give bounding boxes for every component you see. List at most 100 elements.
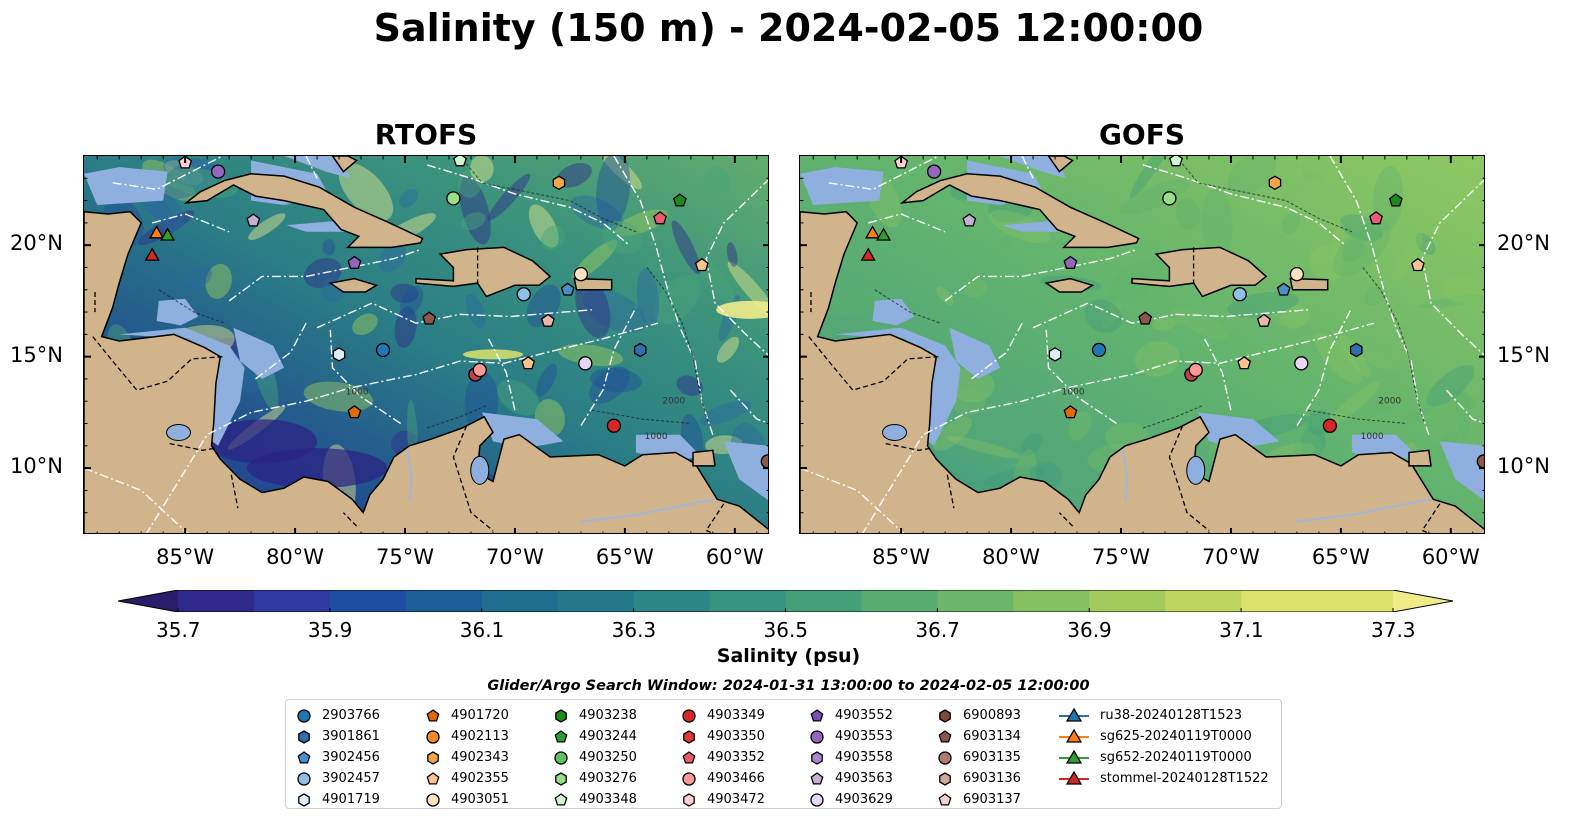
legend-marker-icon[interactable]: [298, 729, 310, 744]
marker-6900893[interactable]: [1476, 454, 1485, 469]
legend-marker-icon[interactable]: [298, 792, 310, 807]
marker-4902343[interactable]: [552, 175, 566, 191]
marker-4903244[interactable]: [875, 227, 892, 241]
legend-label: 2903766: [322, 708, 380, 723]
legend-column: 6900893 6903134 6903135 6903136 6903137: [937, 705, 1021, 810]
legend-marker-icon[interactable]: [810, 792, 824, 807]
marker-3902456[interactable]: [1276, 282, 1291, 296]
marker-4903276[interactable]: [1169, 156, 1183, 167]
legend-marker-icon[interactable]: [297, 771, 311, 786]
legend-marker-icon[interactable]: [1065, 770, 1083, 785]
legend-marker-icon[interactable]: [938, 750, 952, 765]
marker-4903276[interactable]: [453, 156, 467, 167]
colorbar-tick-label: 35.7: [156, 618, 201, 642]
legend-marker-icon[interactable]: [682, 771, 696, 786]
legend-marker-icon[interactable]: [426, 771, 440, 785]
legend-marker-icon[interactable]: [1065, 707, 1083, 722]
marker-4903466[interactable]: [1188, 362, 1203, 378]
marker-2903766[interactable]: [375, 342, 391, 358]
marker-6903134[interactable]: [422, 311, 437, 325]
map-panel-rtofs[interactable]: 1000 2000 1000: [83, 155, 769, 534]
legend-marker-icon[interactable]: [810, 729, 824, 744]
marker-4903349[interactable]: [1322, 418, 1338, 433]
marker-3901861[interactable]: [633, 342, 647, 358]
marker-3902457[interactable]: [1232, 287, 1247, 302]
marker-4903051[interactable]: [573, 267, 589, 282]
legend-label: 6903136: [963, 771, 1021, 786]
legend-marker-icon[interactable]: [555, 708, 567, 723]
marker-4901719[interactable]: [1048, 347, 1062, 362]
legend-marker-icon[interactable]: [938, 729, 952, 743]
marker-6903136[interactable]: [1256, 313, 1271, 327]
legend-marker-icon[interactable]: [297, 708, 311, 723]
legend-marker-icon[interactable]: [426, 792, 440, 807]
marker-stommel[interactable]: [144, 247, 160, 261]
marker-4903629[interactable]: [578, 356, 593, 371]
legend-label: sg652-20240119T0000: [1100, 750, 1252, 765]
legend-marker-icon[interactable]: [297, 750, 311, 764]
legend-marker-icon[interactable]: [1065, 749, 1083, 764]
marker-4903558[interactable]: [246, 213, 261, 227]
marker-4903552[interactable]: [1063, 255, 1078, 269]
legend-marker-icon[interactable]: [938, 792, 952, 806]
marker-4902113[interactable]: [148, 225, 165, 239]
marker-6903134[interactable]: [1138, 311, 1153, 325]
legend-label: 4902113: [451, 729, 509, 744]
marker-6903137[interactable]: [1237, 355, 1252, 370]
marker-6900893[interactable]: [760, 454, 769, 469]
legend-marker-icon[interactable]: [426, 708, 440, 722]
legend-marker-icon[interactable]: [682, 708, 696, 723]
legend-marker-icon[interactable]: [810, 708, 824, 722]
legend-marker-icon[interactable]: [939, 708, 951, 723]
marker-3902456[interactable]: [560, 282, 575, 296]
marker-4902343[interactable]: [1268, 175, 1282, 191]
marker-4903552[interactable]: [347, 255, 362, 269]
marker-4903553[interactable]: [926, 164, 942, 179]
map-panel-gofs[interactable]: 1000 2000 1000: [799, 155, 1485, 534]
marker-6903136[interactable]: [540, 313, 555, 327]
marker-4901720[interactable]: [347, 405, 362, 419]
legend-marker-icon[interactable]: [683, 792, 695, 807]
marker-4903051[interactable]: [1289, 267, 1305, 282]
marker-4903250[interactable]: [446, 191, 461, 206]
marker-4903553[interactable]: [210, 164, 226, 179]
marker-4901720[interactable]: [1063, 405, 1078, 419]
legend-marker-icon[interactable]: [682, 750, 696, 764]
marker-4903238[interactable]: [1388, 193, 1403, 207]
marker-4903466[interactable]: [472, 362, 487, 378]
legend-marker-icon[interactable]: [810, 771, 824, 785]
marker-4903349[interactable]: [606, 418, 622, 433]
legend-marker-icon[interactable]: [1065, 728, 1083, 743]
marker-4903352[interactable]: [653, 211, 667, 225]
legend-marker-icon[interactable]: [426, 729, 440, 744]
colorbar-label: Salinity (psu): [716, 645, 861, 667]
legend-marker-icon[interactable]: [811, 750, 823, 765]
marker-stommel[interactable]: [860, 247, 876, 261]
marker-4902113[interactable]: [864, 225, 881, 239]
marker-4903244[interactable]: [159, 227, 176, 241]
marker-4902355[interactable]: [694, 257, 709, 272]
legend-item: stommel-20240128T1522: [1058, 768, 1269, 789]
legend-label: 4903466: [707, 771, 765, 786]
legend-marker-icon[interactable]: [427, 750, 439, 765]
marker-4903558[interactable]: [962, 213, 977, 227]
marker-4903238[interactable]: [672, 193, 687, 207]
marker-4903352[interactable]: [1369, 211, 1383, 225]
legend-marker-icon[interactable]: [555, 771, 567, 786]
marker-4902355[interactable]: [1410, 257, 1425, 272]
marker-6903137[interactable]: [521, 355, 536, 370]
legend-marker-icon[interactable]: [939, 771, 951, 786]
marker-4903250[interactable]: [1162, 191, 1177, 206]
marker-3902457[interactable]: [516, 287, 531, 302]
marker-4901719[interactable]: [332, 347, 346, 362]
legend-marker-icon[interactable]: [554, 792, 568, 806]
legend-marker-icon[interactable]: [554, 750, 568, 765]
marker-3901861[interactable]: [1349, 342, 1363, 358]
legend-marker-icon[interactable]: [683, 729, 695, 744]
marker-2903766[interactable]: [1091, 342, 1107, 358]
colorbar-tick-label: 36.9: [1067, 618, 1112, 642]
contour-label: 1000: [1361, 432, 1384, 442]
legend-marker-icon[interactable]: [554, 729, 568, 743]
marker-4903629[interactable]: [1294, 356, 1309, 371]
lon-tick-label: 85°W: [872, 545, 931, 569]
